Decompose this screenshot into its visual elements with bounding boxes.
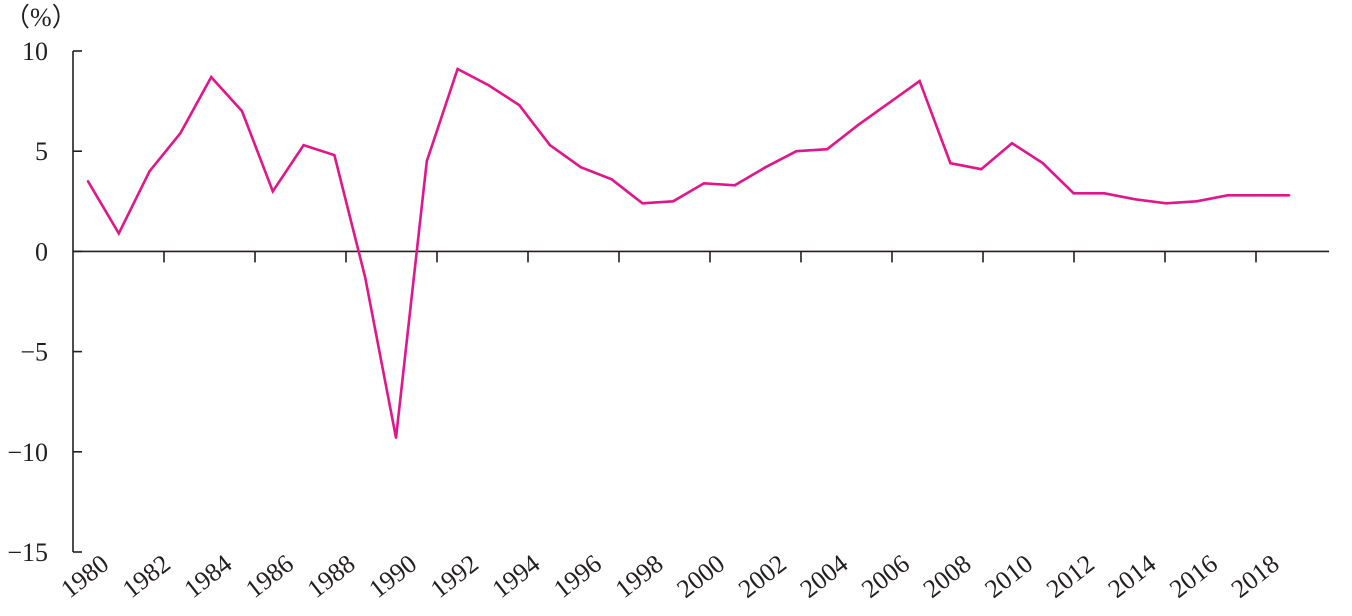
data-point bbox=[1010, 141, 1014, 145]
x-tick-label: 1992 bbox=[425, 549, 484, 604]
data-point bbox=[1103, 192, 1106, 195]
data-point bbox=[1288, 194, 1291, 197]
data-point bbox=[1164, 202, 1168, 205]
x-tick-label: 1996 bbox=[548, 549, 607, 604]
data-point bbox=[1072, 192, 1075, 195]
data-point bbox=[795, 150, 798, 153]
data-point bbox=[918, 79, 921, 83]
x-tick-label: 2016 bbox=[1164, 549, 1223, 604]
data-point bbox=[271, 190, 274, 193]
data-point bbox=[826, 147, 829, 151]
x-tick-label: 1998 bbox=[610, 549, 669, 604]
series-group bbox=[86, 67, 1291, 439]
data-point bbox=[117, 232, 121, 235]
x-tick-label: 2000 bbox=[671, 549, 730, 604]
x-tick-label: 2004 bbox=[795, 549, 854, 604]
x-tick-label: 2018 bbox=[1226, 549, 1285, 604]
y-tick-label: −15 bbox=[7, 538, 48, 567]
data-point bbox=[579, 166, 582, 169]
x-tick-label: 1994 bbox=[487, 549, 546, 604]
y-tick-label: −5 bbox=[20, 338, 48, 367]
x-tick-label: 2010 bbox=[979, 549, 1038, 604]
data-point bbox=[425, 160, 428, 163]
data-point bbox=[641, 202, 644, 205]
x-tick-label: 2002 bbox=[733, 549, 792, 604]
data-point bbox=[702, 182, 706, 185]
data-point bbox=[949, 162, 952, 165]
data-point bbox=[333, 154, 336, 157]
data-point bbox=[548, 143, 552, 147]
data-point bbox=[179, 131, 182, 135]
y-axis: 10 5 0 −5 −10 −15 bbox=[7, 37, 82, 567]
x-tick-label: 1984 bbox=[179, 549, 238, 604]
data-point bbox=[733, 184, 736, 187]
data-point bbox=[210, 75, 213, 79]
data-point bbox=[302, 143, 305, 147]
y-tick-label: 10 bbox=[22, 37, 48, 66]
data-point bbox=[856, 123, 860, 127]
data-point bbox=[1041, 162, 1045, 165]
series-line bbox=[86, 67, 1290, 439]
x-tick-label: 1988 bbox=[302, 549, 361, 604]
data-point bbox=[1134, 198, 1137, 201]
y-tick-label: 5 bbox=[35, 137, 48, 166]
x-tick-label: 2008 bbox=[918, 549, 977, 604]
y-unit-label: （%） bbox=[4, 3, 78, 32]
x-tick-label: 2006 bbox=[856, 549, 915, 604]
data-point bbox=[86, 180, 90, 183]
y-tick-label: −10 bbox=[7, 438, 48, 467]
x-tick-label: 1980 bbox=[55, 549, 114, 604]
data-point bbox=[240, 109, 244, 113]
data-point bbox=[364, 276, 367, 279]
x-tick-label: 1986 bbox=[240, 549, 299, 604]
data-point bbox=[518, 103, 521, 107]
x-tick-label: 2012 bbox=[1041, 549, 1100, 604]
data-point bbox=[487, 83, 490, 87]
data-point bbox=[980, 168, 983, 171]
data-point bbox=[610, 178, 613, 181]
data-point bbox=[1226, 194, 1229, 197]
y-tick-label: 0 bbox=[35, 237, 48, 266]
data-point bbox=[394, 436, 398, 439]
data-point bbox=[456, 67, 459, 71]
data-point bbox=[148, 170, 151, 173]
data-point bbox=[764, 166, 767, 169]
data-point bbox=[1195, 200, 1199, 203]
data-point bbox=[672, 200, 675, 203]
data-point bbox=[887, 101, 890, 105]
x-tick-label: 2014 bbox=[1103, 549, 1162, 604]
data-point bbox=[1257, 194, 1260, 197]
x-axis: 1980 1982 1984 1986 1988 1990 1992 1994 1996 1998… bbox=[55, 250, 1329, 604]
x-tick-label: 1990 bbox=[363, 549, 422, 604]
x-tick-label: 1982 bbox=[117, 549, 176, 604]
